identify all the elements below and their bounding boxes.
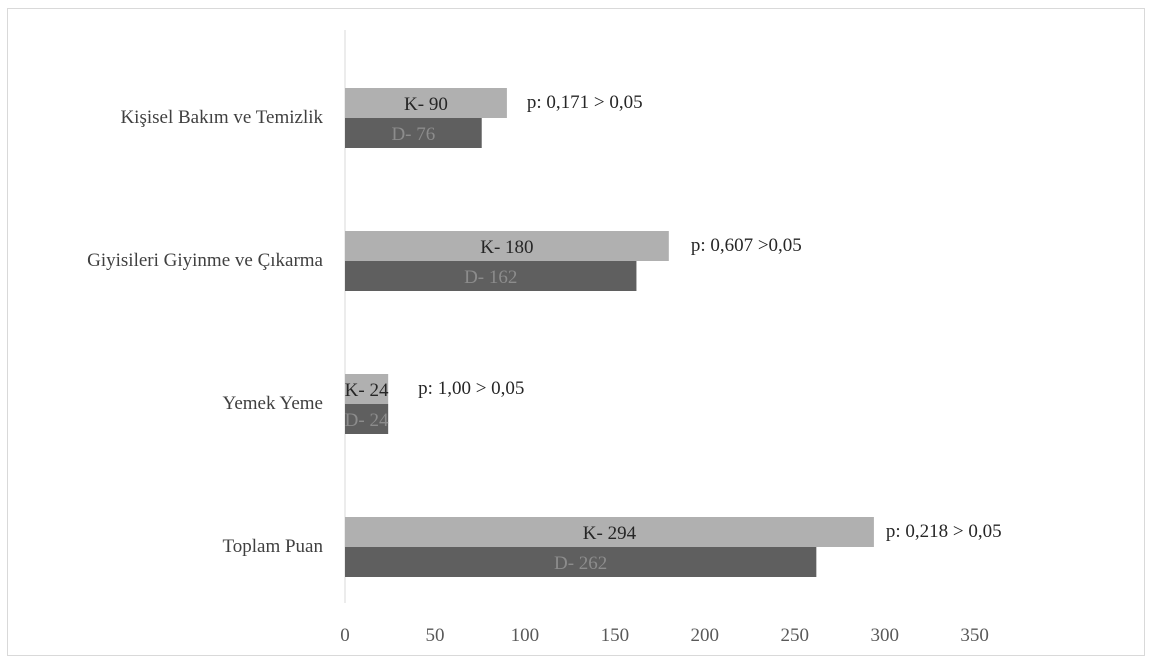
bar-d: [345, 547, 817, 577]
data-label-k: K- 180: [480, 237, 533, 258]
category-label: Toplam Puan: [222, 536, 323, 557]
x-tick-label: 50: [425, 625, 444, 646]
category-label: Kişisel Bakım ve Temizlik: [120, 107, 323, 128]
x-tick-label: 200: [691, 625, 720, 646]
bar-d: [345, 404, 389, 434]
x-tick-label: 250: [781, 625, 810, 646]
data-label-d: D- 76: [391, 124, 435, 145]
bar-k: [345, 88, 507, 118]
data-label-d: D- 262: [554, 553, 607, 574]
data-label-k: K- 90: [404, 94, 448, 115]
x-tick-label: 0: [340, 625, 350, 646]
data-label-k: K- 24: [345, 380, 389, 401]
p-value-annotation: p: 0,218 > 0,05: [886, 521, 1002, 542]
bar-k: [345, 374, 389, 404]
data-label-k: K- 294: [583, 523, 637, 544]
bar-k: [345, 231, 669, 261]
p-value-annotation: p: 0,607 >0,05: [691, 235, 802, 256]
x-tick-label: 300: [870, 625, 899, 646]
bar-k: [345, 517, 874, 547]
x-tick-label: 150: [601, 625, 630, 646]
x-tick-label: 100: [511, 625, 540, 646]
data-label-d: D- 24: [345, 410, 389, 431]
bar-d: [345, 118, 482, 148]
data-label-d: D- 162: [464, 267, 517, 288]
x-tick-label: 350: [960, 625, 989, 646]
category-label: Yemek Yeme: [223, 393, 323, 414]
category-label: Giyisileri Giyinme ve Çıkarma: [87, 250, 323, 271]
bar-d: [345, 261, 637, 291]
p-value-annotation: p: 1,00 > 0,05: [418, 378, 524, 399]
p-value-annotation: p: 0,171 > 0,05: [527, 92, 643, 113]
